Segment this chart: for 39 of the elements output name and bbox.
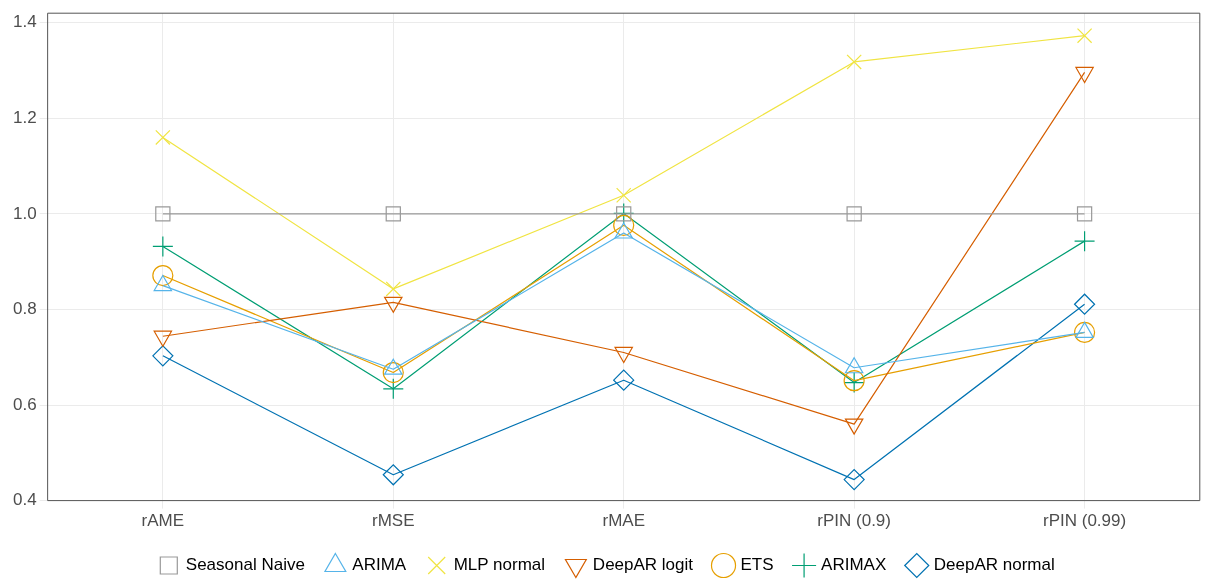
point [616,187,632,203]
point [152,264,174,287]
y-tick-label: 1.2 [12,108,37,128]
legend-label: ARIMAX [821,555,887,575]
point [382,464,404,486]
y-tick-label: 1.4 [12,12,37,32]
legend-label: Seasonal Naive [185,555,305,575]
point [843,468,865,491]
y-tick-label: 0.8 [12,299,37,319]
point [155,206,171,222]
y-tick-label: 0.4 [12,490,37,510]
legend-label: DeepAR normal [933,555,1055,575]
legend-label: ARIMA [352,555,407,575]
legend-label: DeepAR logit [592,555,694,575]
point [152,345,174,367]
x-tick-label: rPIN (0.9) [817,511,891,531]
point [1073,321,1096,343]
point [1076,27,1093,44]
point [613,214,635,236]
point [846,206,862,222]
legend-label: MLP normal [453,555,546,575]
y-tick-label: 0.6 [12,394,37,414]
point [1073,293,1096,315]
point [1073,230,1096,252]
point [385,281,401,297]
point [155,129,171,146]
legend-label: ETS [740,555,774,575]
x-tick-label: rPIN (0.99) [1043,511,1127,531]
point [846,54,862,70]
point [385,206,401,222]
x-tick-label: rAME [141,511,185,531]
x-tick-label: rMAE [602,511,645,531]
x-tick-label: rMSE [372,511,415,531]
point [382,378,404,400]
y-tick-label: 1.0 [12,203,37,223]
point [613,369,635,391]
point [152,235,174,257]
point [382,361,404,384]
point [1076,206,1093,222]
